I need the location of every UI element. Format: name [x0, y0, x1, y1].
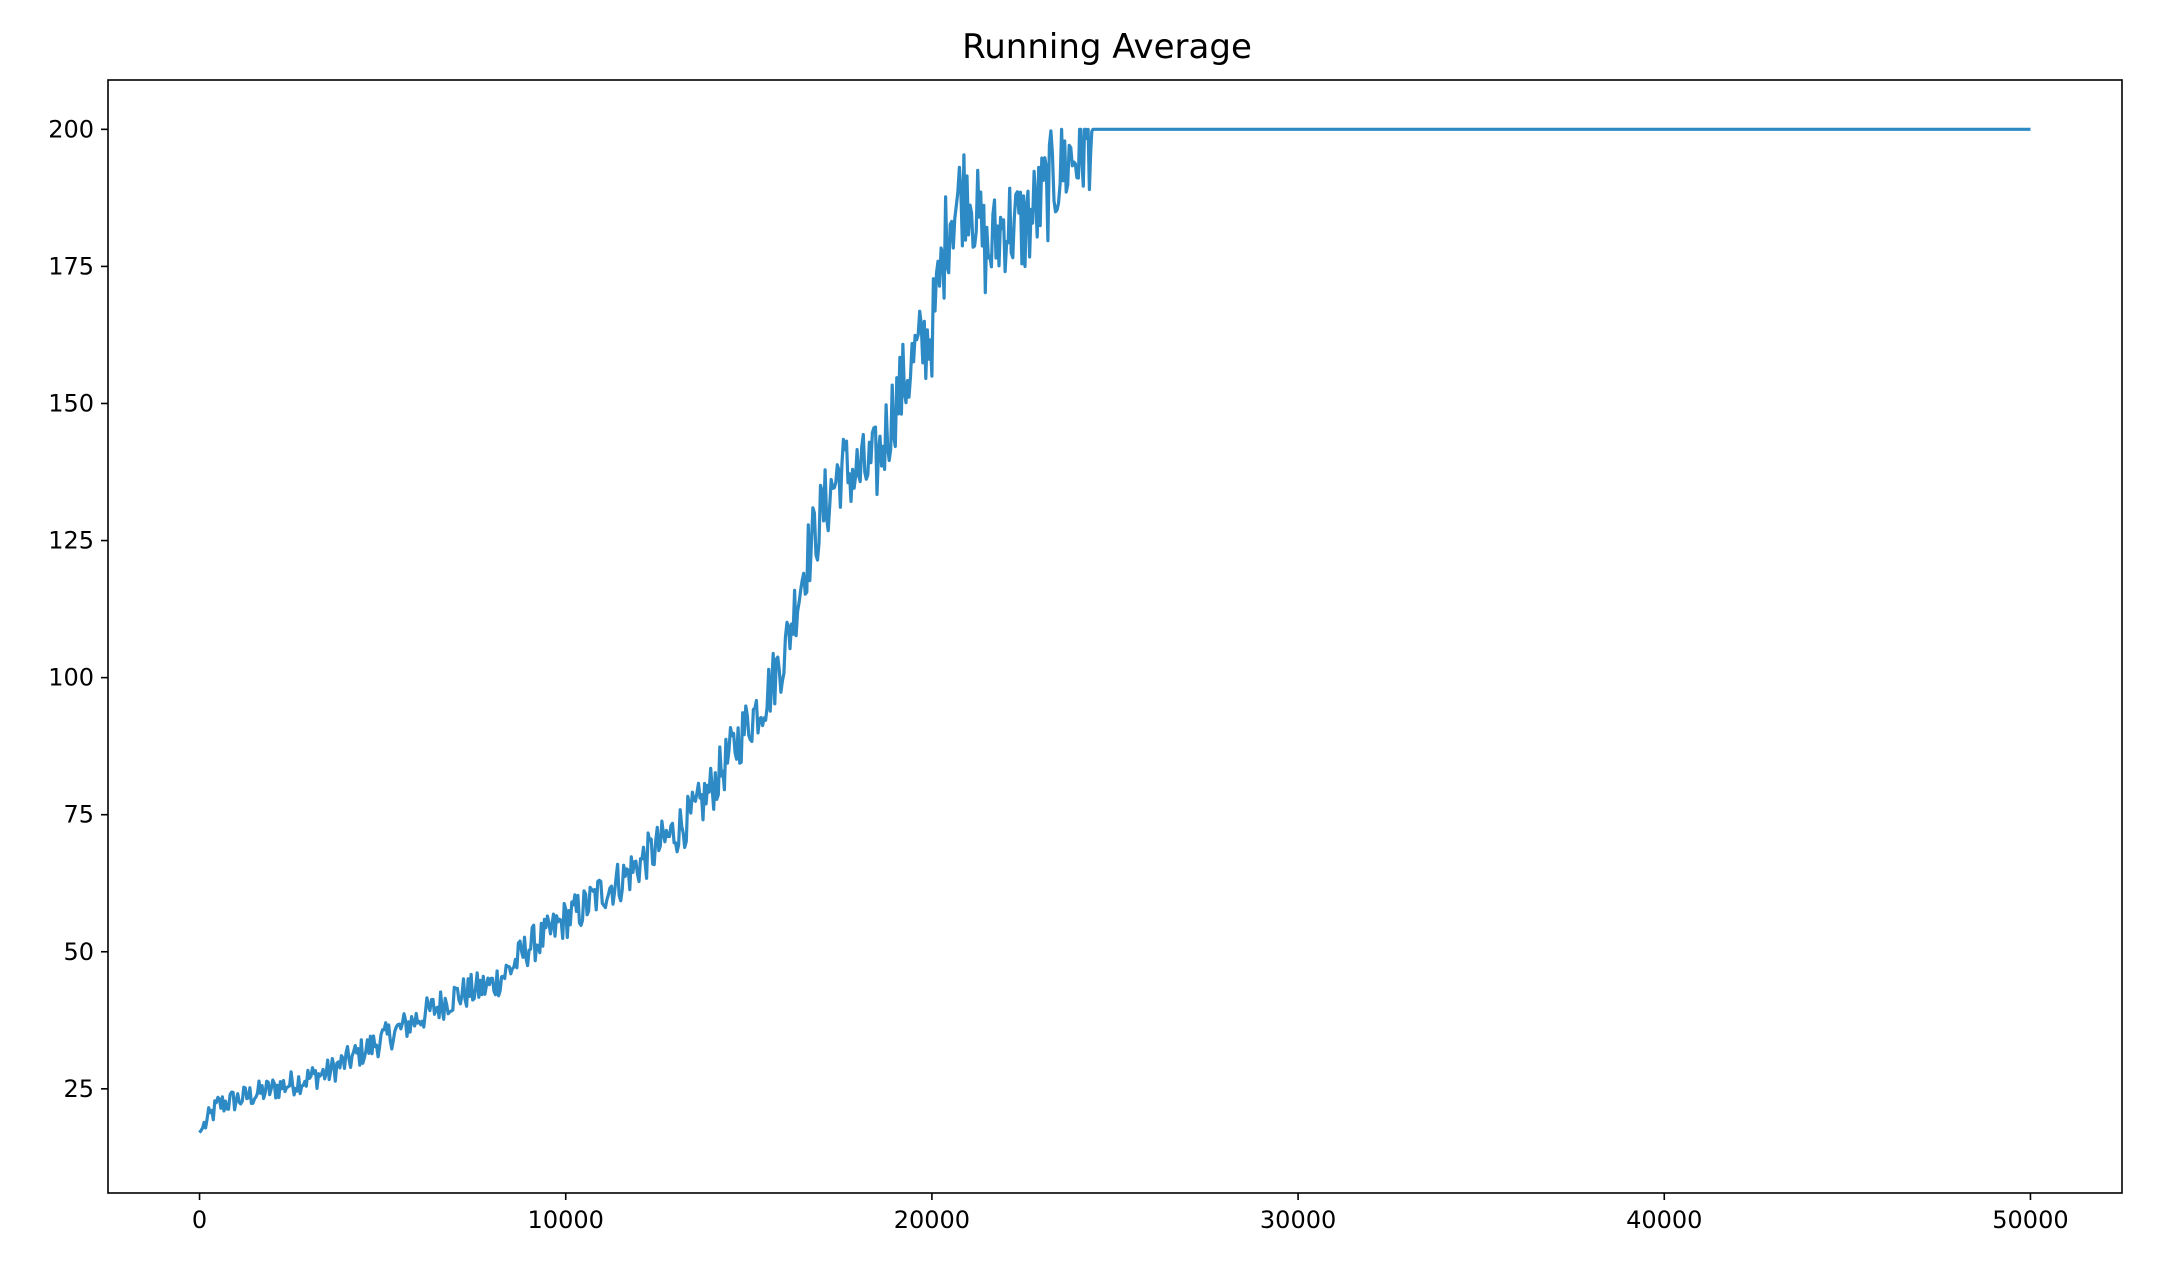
series-line — [198, 127, 2031, 1134]
x-tick-label: 30000 — [1260, 1206, 1336, 1234]
y-tick-label: 175 — [48, 252, 94, 280]
axes-frame — [107, 79, 2123, 1194]
y-tick-label: 25 — [63, 1075, 94, 1103]
x-axis: 0 10000 20000 30000 40000 50000 — [192, 1193, 2069, 1234]
x-tick-label: 0 — [192, 1206, 207, 1234]
series-layer — [198, 127, 2031, 1134]
x-tick-label: 50000 — [1992, 1206, 2068, 1234]
y-tick-label: 125 — [48, 527, 94, 555]
y-tick-label: 150 — [48, 389, 94, 417]
y-tick-label: 200 — [48, 115, 94, 143]
chart-title: Running Average — [962, 27, 1252, 67]
plot-area: 0 10000 20000 30000 40000 50000 25 50 75 100 125 1… — [48, 79, 2123, 1234]
x-tick-label: 10000 — [528, 1206, 604, 1234]
y-tick-label: 50 — [63, 938, 94, 966]
y-tick-label: 75 — [63, 801, 94, 829]
x-tick-label: 20000 — [894, 1206, 970, 1234]
x-tick-label: 40000 — [1626, 1206, 1702, 1234]
y-tick-label: 100 — [48, 664, 94, 692]
y-axis: 25 50 75 100 125 150 175 200 — [48, 115, 108, 1103]
